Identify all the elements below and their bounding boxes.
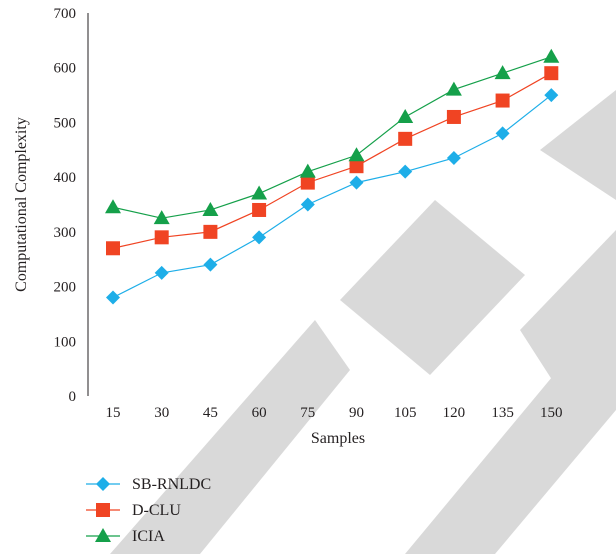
legend: SB-RNLDC D-CLU ICIA [86, 476, 211, 545]
data-point [445, 81, 462, 96]
x-tick-label: 30 [154, 405, 169, 421]
data-point [544, 88, 559, 103]
data-point [495, 93, 510, 108]
data-point [252, 230, 267, 245]
y-tick-label: 200 [54, 280, 77, 296]
x-tick-label: 105 [394, 405, 417, 421]
data-point [495, 126, 510, 141]
watermark-stripe [110, 320, 350, 554]
series-layer [105, 48, 560, 305]
x-tick-label: 45 [203, 405, 218, 421]
legend-marker [96, 503, 110, 517]
data-point [397, 108, 414, 123]
data-point [446, 109, 461, 124]
legend-label: ICIA [132, 528, 165, 545]
series-d-clu [106, 66, 559, 256]
y-axis-label: Computational Complexity [13, 117, 30, 292]
watermark-stripe [540, 90, 616, 200]
data-point [300, 197, 315, 212]
watermark-stripe [340, 200, 525, 375]
data-point [202, 201, 219, 216]
data-point [300, 175, 315, 190]
data-point [398, 131, 413, 146]
legend-item: ICIA [86, 528, 165, 545]
data-point [299, 163, 316, 178]
data-point [494, 65, 511, 80]
x-tick-label: 120 [443, 405, 466, 421]
legend-item: D-CLU [86, 502, 181, 519]
data-point [544, 66, 559, 81]
legend-marker [96, 477, 110, 491]
data-point [543, 48, 560, 63]
x-tick-label: 15 [106, 405, 121, 421]
data-point [349, 175, 364, 190]
data-point [348, 147, 365, 162]
watermark-stripe [520, 230, 616, 400]
x-tick-label: 75 [300, 405, 315, 421]
series-icia [105, 48, 560, 225]
data-point [349, 159, 364, 174]
x-axis-label: Samples [311, 430, 365, 447]
legend-label: SB-RNLDC [132, 476, 211, 493]
x-tick-label: 135 [491, 405, 514, 421]
data-point [251, 185, 268, 200]
y-ticks: 0 100 200 300 400 500 600 700 [54, 6, 77, 405]
data-point [203, 257, 218, 272]
series-line [112, 56, 552, 219]
y-tick-label: 700 [54, 6, 77, 22]
legend-item: SB-RNLDC [86, 476, 211, 493]
y-tick-label: 600 [54, 61, 77, 77]
data-point [154, 230, 169, 245]
legend-marker [95, 528, 111, 542]
data-point [154, 265, 169, 280]
y-tick-label: 0 [69, 389, 77, 405]
data-point [446, 150, 461, 165]
series-sb-rnldc [106, 88, 559, 305]
data-point [153, 210, 170, 225]
x-tick-label: 90 [349, 405, 364, 421]
data-point [252, 202, 267, 217]
y-tick-label: 400 [54, 170, 77, 186]
data-point [106, 241, 120, 256]
y-tick-label: 500 [54, 115, 77, 131]
watermark [110, 90, 616, 554]
y-tick-label: 100 [54, 334, 77, 350]
data-point [106, 290, 120, 305]
data-point [203, 224, 218, 239]
data-point [105, 199, 121, 214]
x-tick-label: 60 [252, 405, 267, 421]
data-point [398, 164, 413, 179]
series-line [112, 94, 552, 299]
legend-label: D-CLU [132, 502, 181, 519]
x-tick-label: 150 [540, 405, 563, 421]
y-tick-label: 300 [54, 225, 77, 241]
series-line [112, 72, 552, 249]
x-ticks: 15 30 45 60 75 90 105 120 135 150 [106, 405, 563, 421]
